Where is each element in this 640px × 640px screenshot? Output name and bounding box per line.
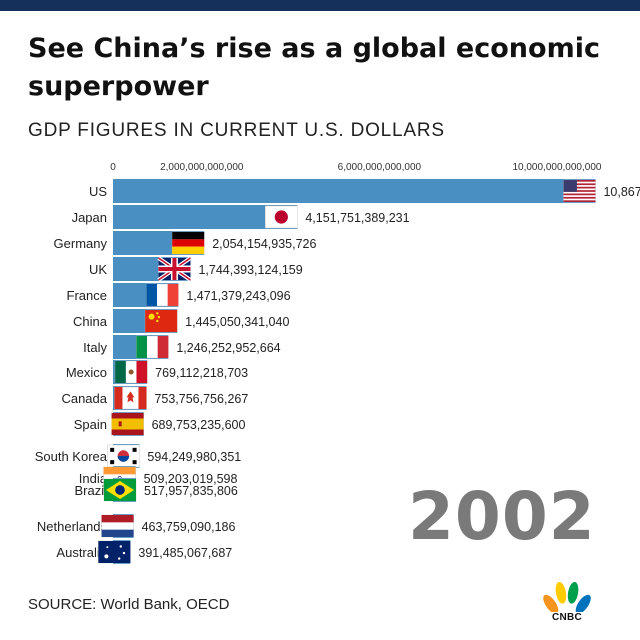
category-label: India (79, 471, 108, 486)
year-label: 2002 (408, 478, 596, 555)
mexico-flag-icon (114, 360, 148, 384)
netherlands-flag-icon (101, 514, 134, 538)
value-label: 517,957,835,806 (144, 484, 238, 498)
value-label: 1,445,050,341,040 (185, 315, 289, 329)
category-label: Brazil (74, 483, 107, 498)
spain-flag-icon (111, 412, 144, 436)
category-label: South Korea (35, 449, 108, 464)
canada-flag-icon (114, 386, 147, 410)
value-label: 594,249,980,351 (147, 450, 241, 464)
category-label: China (73, 314, 108, 329)
value-label: 1,246,252,952,664 (176, 341, 280, 355)
category-label: Germany (54, 236, 108, 251)
category-label: US (89, 184, 107, 199)
value-label: 1,471,379,243,096 (186, 289, 290, 303)
category-label: France (67, 288, 107, 303)
value-label: 4,151,751,389,231 (305, 211, 409, 225)
germany-flag-icon (171, 231, 205, 255)
top-bar (0, 0, 640, 11)
category-label: Italy (83, 340, 107, 355)
uk-flag-icon (157, 256, 192, 282)
china-flag-icon (144, 309, 178, 333)
italy-flag-icon (136, 335, 169, 359)
category-label: Australia (56, 545, 107, 560)
bar-us (113, 179, 596, 203)
chart-subtitle: GDP FIGURES IN CURRENT U.S. DOLLARS (28, 120, 445, 141)
category-label: Netherlands (37, 519, 108, 534)
us-flag-icon (563, 179, 596, 203)
japan-flag-icon (265, 205, 298, 229)
south-korea-flag-icon (107, 444, 140, 468)
tick-label: 10,000,000,000,000 (512, 162, 601, 173)
category-label: Japan (72, 210, 107, 225)
value-label: 2,054,154,935,726 (212, 237, 316, 251)
peacock-icon (543, 581, 591, 627)
category-label: Spain (74, 417, 107, 432)
value-label: 391,485,067,687 (138, 546, 232, 560)
value-label: 1,744,393,124,159 (198, 263, 302, 277)
category-label: UK (89, 262, 107, 277)
logo-text: CNBC (551, 612, 583, 623)
australia-flag-icon (98, 540, 131, 564)
value-label: 509,203,019,598 (144, 472, 238, 486)
tick-label: 6,000,000,000,000 (338, 162, 422, 173)
value-label: 463,759,090,186 (142, 520, 236, 534)
tick-label: 0 (110, 162, 116, 173)
france-flag-icon (146, 283, 179, 307)
value-label: 10,867,476,404,927 (603, 185, 640, 199)
cnbc-logo: CNBC (540, 581, 594, 627)
category-label: Mexico (66, 365, 107, 380)
value-label: 769,112,218,703 (155, 366, 248, 380)
category-label: Canada (61, 391, 107, 406)
bar-chart: 0 2,000,000,000,000 6,000,000,000,000 10,00… (35, 162, 640, 564)
value-label: 753,756,756,267 (154, 392, 248, 406)
chart-title: See China’s rise as a global economic su… (28, 33, 600, 102)
source-note: SOURCE: World Bank, OECD (28, 596, 230, 613)
tick-label: 2,000,000,000,000 (160, 162, 244, 173)
brazil-flag-icon (103, 478, 137, 502)
value-label: 689,753,235,600 (152, 418, 246, 432)
